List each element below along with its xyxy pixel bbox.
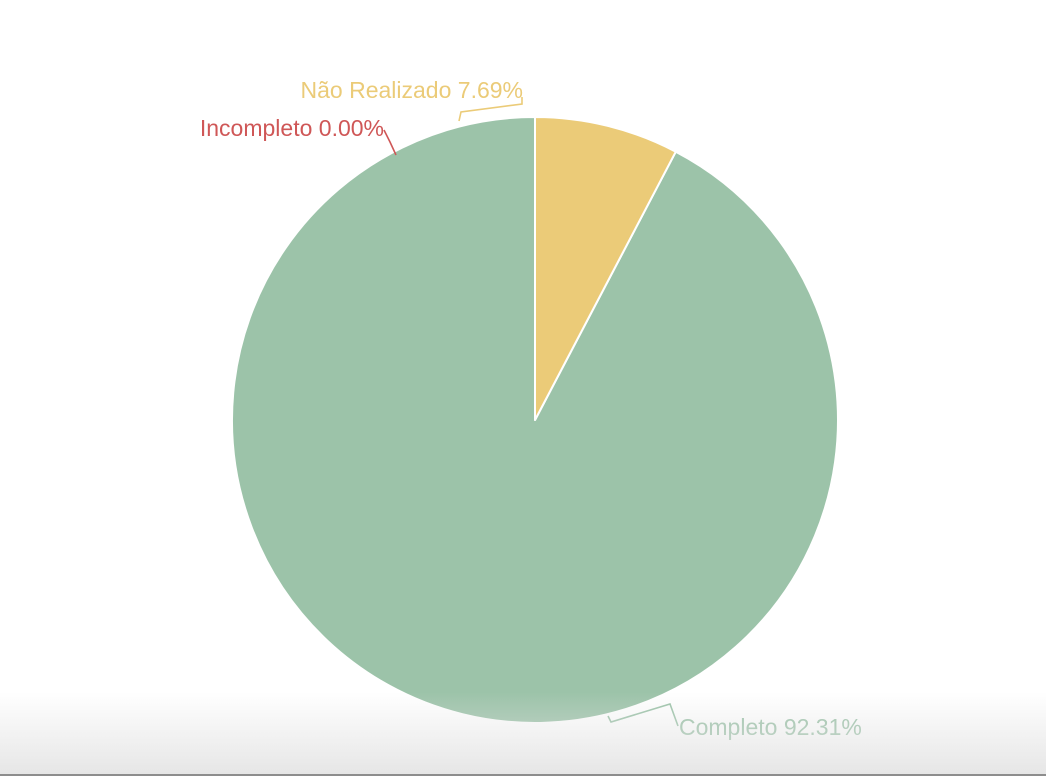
- slice-nao-realizado[interactable]: [534, 116, 677, 421]
- pie-slices: [231, 116, 839, 724]
- leader-incompleto: [383, 129, 397, 156]
- slice-label-incompleto: Incompleto 0.00%: [200, 115, 384, 141]
- slice-label-nao-realizado: Não Realizado 7.69%: [301, 77, 523, 103]
- leader-nao-realizado: [458, 97, 523, 122]
- slice-label-completo: Completo 92.31%: [679, 714, 862, 740]
- bottom-border: [0, 774, 1046, 776]
